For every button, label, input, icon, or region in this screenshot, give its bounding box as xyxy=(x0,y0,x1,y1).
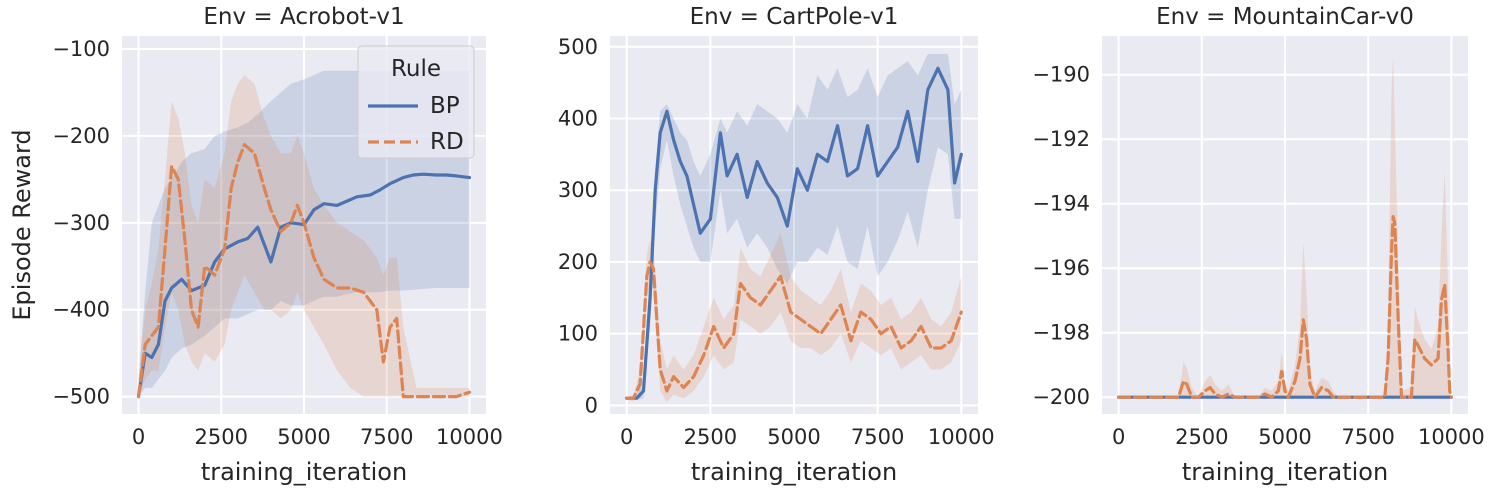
y-tick-label: −200 xyxy=(1032,385,1090,409)
series-line-bp xyxy=(136,172,472,399)
confidence-band-rd xyxy=(1118,55,1452,398)
y-axis-label: Episode Reward xyxy=(8,129,36,320)
series-line-bp xyxy=(625,66,963,400)
legend: Rule BP RD xyxy=(357,45,475,159)
y-tick-label: 200 xyxy=(558,250,598,274)
chart-title: Env = CartPole-v1 xyxy=(690,4,899,30)
chart-panel-0: 0 2500 5000 7500 10000 −500 −400 −300 −200 −100 En… xyxy=(8,4,503,486)
y-tick-label: 0 xyxy=(585,393,598,417)
x-tick-label: 7500 xyxy=(1341,425,1394,449)
series-line-rd xyxy=(1117,215,1453,399)
x-tick-label: 5000 xyxy=(1258,425,1311,449)
x-tick-label: 0 xyxy=(620,425,633,449)
y-tick-label: −400 xyxy=(52,298,110,322)
y-tick-label: −500 xyxy=(52,385,110,409)
y-tick-label: −196 xyxy=(1032,256,1090,280)
legend-box xyxy=(357,45,475,159)
y-tick-label: −194 xyxy=(1032,192,1090,216)
y-tick-label: 500 xyxy=(558,35,598,59)
legend-title: Rule xyxy=(391,56,441,82)
x-tick-label: 10000 xyxy=(1418,425,1485,449)
y-tick-label: 100 xyxy=(558,322,598,346)
confidence-band-rd xyxy=(138,75,470,397)
confidence-band-bp xyxy=(626,53,962,400)
x-axis-label: training_iteration xyxy=(691,458,897,486)
y-tick-label: −192 xyxy=(1032,127,1090,151)
x-tick-label: 7500 xyxy=(851,425,904,449)
chart-title: Env = MountainCar-v0 xyxy=(1156,4,1414,30)
confidence-band-rd xyxy=(626,233,962,402)
x-tick-label: 5000 xyxy=(277,425,330,449)
x-tick-label: 0 xyxy=(132,425,145,449)
legend-label-rd: RD xyxy=(430,129,464,155)
x-tick-label: 5000 xyxy=(767,425,820,449)
chart-title: Env = Acrobot-v1 xyxy=(203,4,404,30)
x-tick-label: 0 xyxy=(1112,425,1125,449)
y-tick-label: −198 xyxy=(1032,321,1090,345)
plot-series-group xyxy=(625,53,963,402)
chart-panel-1: 0 2500 5000 7500 10000 0 100 200 300 400 500 Env = … xyxy=(558,4,995,486)
y-tick-label: 300 xyxy=(558,178,598,202)
y-tick-label: −100 xyxy=(52,37,110,61)
y-tick-label: −190 xyxy=(1032,63,1090,87)
series-line-rd xyxy=(625,260,963,400)
chart-panel-2: 0 2500 5000 7500 10000 −200 −198 −196 −194 −192 −1… xyxy=(1032,4,1484,486)
x-tick-label: 2500 xyxy=(684,425,737,449)
x-tick-label: 10000 xyxy=(436,425,503,449)
x-axis-label: training_iteration xyxy=(1182,458,1388,486)
series-line-rd xyxy=(136,143,472,399)
plot-series-group xyxy=(1117,55,1453,399)
legend-label-bp: BP xyxy=(430,93,460,119)
y-tick-label: 400 xyxy=(558,106,598,130)
x-tick-label: 10000 xyxy=(928,425,995,449)
y-tick-label: −300 xyxy=(52,211,110,235)
x-tick-label: 7500 xyxy=(360,425,413,449)
x-tick-label: 2500 xyxy=(1175,425,1228,449)
y-tick-label: −200 xyxy=(52,124,110,148)
x-tick-label: 2500 xyxy=(195,425,248,449)
x-axis-label: training_iteration xyxy=(201,458,407,486)
